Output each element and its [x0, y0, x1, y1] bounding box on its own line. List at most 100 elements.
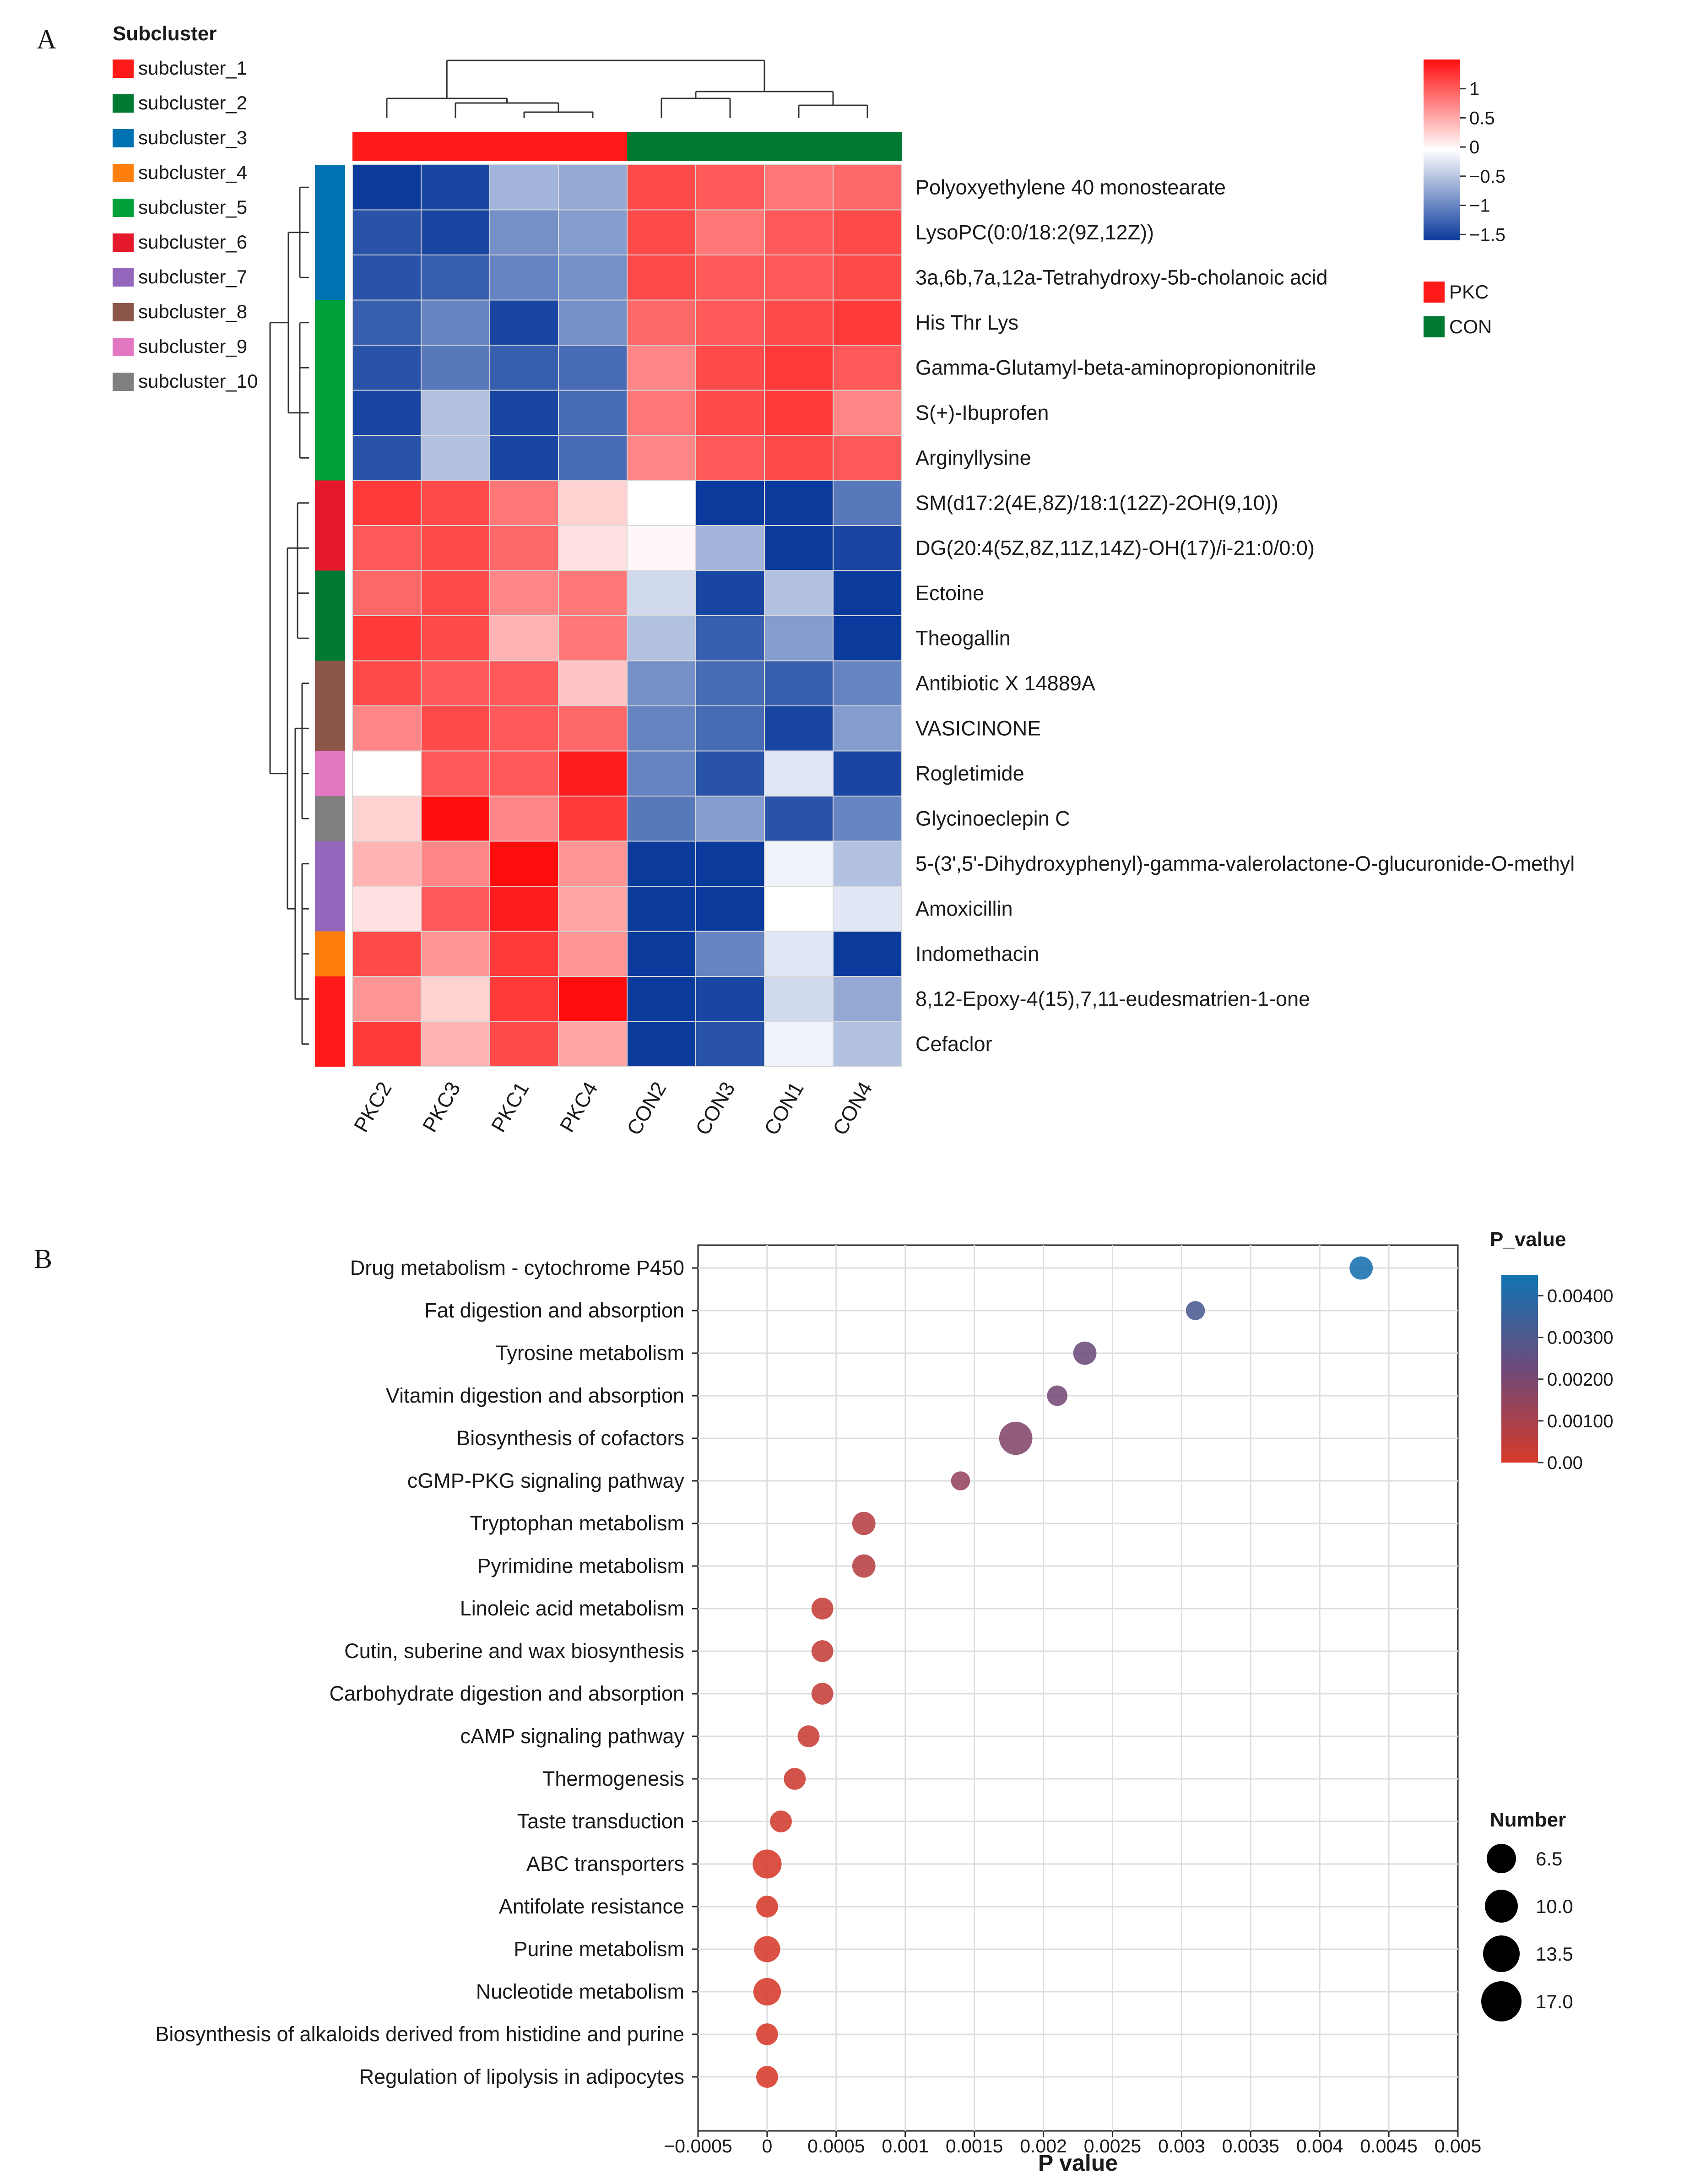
heatmap-cell — [558, 435, 628, 481]
heatmap-cell — [833, 299, 902, 346]
pathway-label: Nucleotide metabolism — [476, 1980, 684, 2003]
heatmap-cell — [833, 525, 902, 571]
subcluster-bar-segment — [315, 1021, 345, 1067]
bubble — [852, 1512, 876, 1535]
heatmap-cell — [421, 390, 490, 436]
heatmap-cell — [352, 705, 422, 752]
heatmap-cell — [764, 796, 834, 842]
heatmap-cell — [421, 525, 490, 571]
heatmap-cell — [695, 255, 765, 301]
number-legend: Number 6.5 10.0 13.5 17.0 — [1481, 1809, 1573, 2021]
heatmap-cell — [352, 615, 422, 661]
heatmap-cell — [489, 1021, 559, 1067]
subcluster-label: subcluster_8 — [138, 301, 247, 322]
heatmap-cell — [421, 255, 490, 301]
heatmap-cell — [695, 209, 765, 255]
row-label: Antibiotic X 14889A — [915, 672, 1095, 695]
heatmap-cell — [627, 525, 696, 571]
heatmap-cell — [421, 615, 490, 661]
heatmap-cell — [695, 750, 765, 797]
heatmap-cell — [833, 1021, 902, 1067]
subcluster-swatch — [113, 60, 134, 78]
row-label: Gamma-Glutamyl-beta-aminopropiononitrile — [915, 356, 1316, 379]
heatmap-cell — [489, 660, 559, 706]
heatmap-cell — [764, 435, 834, 481]
pathway-label: Cutin, suberine and wax biosynthesis — [344, 1639, 684, 1663]
x-tick-label: 0.0025 — [1084, 2135, 1141, 2157]
bubble — [753, 1849, 782, 1879]
heatmap-cell — [558, 1021, 628, 1067]
heatmap-cell — [352, 570, 422, 616]
heatmap-cell — [421, 299, 490, 346]
heatmap-cell — [627, 660, 696, 706]
heatmap-cell — [489, 345, 559, 391]
bubble — [1349, 1256, 1373, 1280]
color-scale-label: −1 — [1469, 196, 1490, 216]
heatmap-cell — [627, 615, 696, 661]
row-label: Arginyllysine — [915, 446, 1031, 469]
heatmap-cell — [489, 435, 559, 481]
heatmap-cell — [352, 750, 422, 797]
heatmap-cell — [764, 931, 834, 977]
heatmap-cell — [627, 705, 696, 752]
column-label: PKC3 — [418, 1078, 465, 1136]
pathway-label: Biosynthesis of alkaloids derived from h… — [155, 2022, 684, 2046]
subcluster-bar-segment — [315, 165, 345, 210]
heatmap-cell — [558, 976, 628, 1022]
subcluster-swatch — [113, 233, 134, 252]
subcluster-bar-segment — [315, 435, 345, 481]
subcluster-swatch — [113, 303, 134, 321]
bubble — [1047, 1385, 1068, 1406]
heatmap-cell — [695, 435, 765, 481]
heatmap-cell — [695, 480, 765, 526]
bubble — [951, 1471, 970, 1490]
row-labels: Polyoxyethylene 40 monostearate LysoPC(0:… — [915, 175, 1575, 1056]
subcluster-bar-segment — [315, 706, 345, 751]
number-legend-title: Number — [1490, 1809, 1566, 1831]
heatmap-cell — [627, 840, 696, 887]
subcluster-swatch — [113, 129, 134, 147]
heatmap-cell — [764, 299, 834, 346]
x-tick-label: 0.0035 — [1222, 2135, 1279, 2157]
subcluster-legend: Subcluster subcluster_1 subcluster_2subcl… — [113, 22, 258, 392]
heatmap-cell — [764, 164, 834, 211]
row-label: 3a,6b,7a,12a-Tetrahydroxy-5b-cholanoic a… — [915, 266, 1328, 289]
panel-a-label: A — [37, 24, 56, 54]
heatmap-color-gradient — [1424, 60, 1460, 240]
heatmap-cell — [833, 886, 902, 932]
bubble — [811, 1640, 834, 1662]
heatmap-cell — [421, 976, 490, 1022]
heatmap-cell — [352, 164, 422, 211]
pathway-label: Thermogenesis — [542, 1767, 684, 1790]
size-legend-label: 13.5 — [1536, 1943, 1573, 1965]
bubble — [797, 1725, 820, 1747]
bubble — [1186, 1301, 1205, 1320]
heatmap-cell — [833, 570, 902, 616]
row-label: His Thr Lys — [915, 311, 1018, 334]
bubble — [811, 1683, 834, 1705]
column-label: CON3 — [691, 1078, 740, 1139]
heatmap-cell — [489, 931, 559, 977]
plot-area — [697, 1244, 1459, 2132]
heatmap-cell — [352, 976, 422, 1022]
pathway-label: Fat digestion and absorption — [424, 1299, 684, 1322]
row-dendrogram — [269, 186, 309, 1045]
subcluster-bar-segment — [315, 210, 345, 255]
x-tick-label: 0.0015 — [946, 2135, 1003, 2157]
subcluster-swatch — [113, 338, 134, 356]
p-value-tick-label: 0.00100 — [1547, 1411, 1614, 1431]
heatmap-cell — [764, 615, 834, 661]
heatmap-cell — [833, 345, 902, 391]
pathway-label: Taste transduction — [517, 1810, 684, 1833]
heatmap-cell — [833, 435, 902, 481]
heatmap-cell — [833, 705, 902, 752]
subcluster-bar-segment — [315, 345, 345, 390]
heatmap-cell — [627, 209, 696, 255]
group-swatch — [1424, 316, 1445, 337]
heatmap-cell — [695, 840, 765, 887]
heatmap-cell — [695, 705, 765, 752]
group-annotation-bar — [352, 132, 902, 161]
x-axis-ticks: −0.0005 0 0.0005 0.001 0.0015 0.002 0.0025 0.00… — [664, 2131, 1481, 2157]
heatmap-cell — [558, 570, 628, 616]
heatmap-cell — [627, 931, 696, 977]
